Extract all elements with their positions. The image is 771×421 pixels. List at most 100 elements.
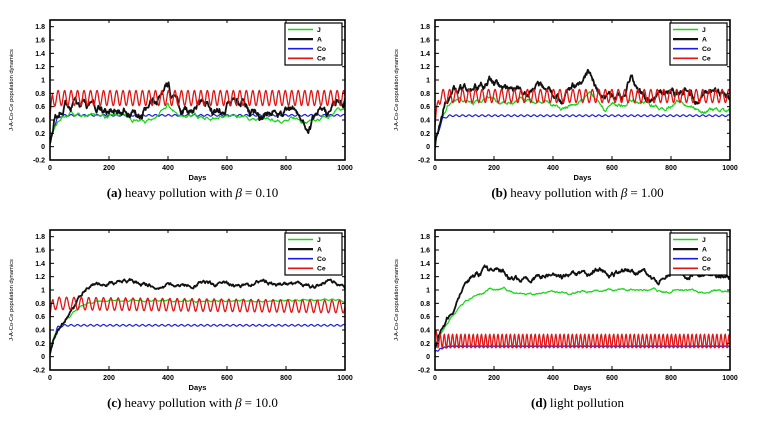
svg-text:800: 800 <box>280 165 292 172</box>
caption-index: (b) <box>491 185 508 200</box>
svg-text:1: 1 <box>41 288 45 295</box>
svg-text:1000: 1000 <box>337 165 353 172</box>
svg-text:-0.2: -0.2 <box>33 158 45 165</box>
svg-text:600: 600 <box>606 375 618 382</box>
svg-text:400: 400 <box>162 165 174 172</box>
svg-text:0: 0 <box>426 354 430 361</box>
caption-index: (c) <box>107 395 122 410</box>
svg-text:0.2: 0.2 <box>420 341 430 348</box>
caption-text: heavy pollution with <box>124 395 233 410</box>
svg-text:200: 200 <box>488 165 500 172</box>
svg-text:1.2: 1.2 <box>35 274 45 281</box>
svg-text:600: 600 <box>221 165 233 172</box>
caption-text: heavy pollution with <box>124 185 233 200</box>
subplot-a-caption: (a) heavy pollution with β = 0.10 <box>0 185 385 200</box>
svg-text:1: 1 <box>426 78 430 85</box>
svg-text:0.4: 0.4 <box>35 328 45 335</box>
svg-text:Days: Days <box>574 383 592 392</box>
svg-text:1.8: 1.8 <box>35 24 45 31</box>
svg-text:0.6: 0.6 <box>35 104 45 111</box>
svg-text:-0.2: -0.2 <box>418 158 430 165</box>
svg-text:1: 1 <box>41 78 45 85</box>
svg-text:J: J <box>702 27 706 34</box>
svg-text:1.2: 1.2 <box>420 64 430 71</box>
subplot-a: 0 200 400 600 800 1000 -0.2 0 0.2 0.4 0.6 0.8 1 1.2 1.… <box>0 0 385 210</box>
caption-beta-symbol: β <box>620 185 628 200</box>
caption-index: (d) <box>531 395 547 410</box>
svg-text:0.4: 0.4 <box>420 328 430 335</box>
caption-beta-symbol: β <box>235 395 242 410</box>
svg-text:0.6: 0.6 <box>420 314 430 321</box>
svg-text:0: 0 <box>426 144 430 151</box>
chart-b-canvas: 0 200 400 600 800 1000-0.200.20.40.60.811.21.… <box>385 0 770 184</box>
svg-text:0: 0 <box>433 165 437 172</box>
svg-text:1000: 1000 <box>337 375 353 382</box>
svg-text:A: A <box>702 37 707 44</box>
svg-text:400: 400 <box>547 165 559 172</box>
svg-text:-0.2: -0.2 <box>33 368 45 375</box>
svg-text:0: 0 <box>41 144 45 151</box>
svg-text:600: 600 <box>221 375 233 382</box>
subplot-d-caption: (d) light pollution <box>385 395 770 410</box>
svg-text:Co: Co <box>702 46 711 53</box>
subplot-d: 0 200 400 600 800 1000 -0.2 0 0.2 0.4 0.6 0.8 1 1.2 1.… <box>385 210 771 421</box>
svg-text:1.6: 1.6 <box>35 38 45 45</box>
svg-text:-0.2: -0.2 <box>418 368 430 375</box>
svg-text:J: J <box>317 27 321 34</box>
svg-text:0: 0 <box>41 354 45 361</box>
svg-text:A: A <box>317 37 322 44</box>
svg-text:J-A-Co-Ce population dynamics: J-A-Co-Ce population dynamics <box>394 49 400 131</box>
svg-text:Ce: Ce <box>317 56 326 63</box>
svg-text:400: 400 <box>162 375 174 382</box>
svg-text:1.8: 1.8 <box>420 234 430 241</box>
chart-c-canvas: 0 200 400 600 800 1000-0.200.20.40.60.811.21.… <box>0 210 385 394</box>
svg-text:J-A-Co-Ce population dynamics: J-A-Co-Ce population dynamics <box>9 49 15 131</box>
svg-text:0: 0 <box>433 375 437 382</box>
svg-text:1.8: 1.8 <box>420 24 430 31</box>
svg-text:Ce: Ce <box>702 266 711 273</box>
svg-text:1.4: 1.4 <box>420 51 430 58</box>
svg-text:200: 200 <box>488 375 500 382</box>
svg-text:0.6: 0.6 <box>35 314 45 321</box>
svg-text:0.4: 0.4 <box>35 118 45 125</box>
svg-text:800: 800 <box>665 375 677 382</box>
chart-a-canvas: 0 200 400 600 800 1000-0.200.20.40.60.811.21.… <box>0 0 385 184</box>
svg-text:800: 800 <box>280 375 292 382</box>
caption-text: heavy pollution with <box>510 185 618 200</box>
svg-text:1.4: 1.4 <box>35 51 45 58</box>
caption-beta-value: = 0.10 <box>244 185 279 200</box>
svg-text:1.2: 1.2 <box>35 64 45 71</box>
svg-text:Co: Co <box>317 256 326 263</box>
svg-text:1.4: 1.4 <box>35 261 45 268</box>
svg-text:0: 0 <box>48 375 52 382</box>
svg-text:1000: 1000 <box>722 165 738 172</box>
svg-text:1.6: 1.6 <box>35 248 45 255</box>
svg-text:1.4: 1.4 <box>420 261 430 268</box>
svg-text:400: 400 <box>547 375 559 382</box>
svg-text:800: 800 <box>665 165 677 172</box>
svg-text:1.6: 1.6 <box>420 248 430 255</box>
svg-text:600: 600 <box>606 165 618 172</box>
svg-text:1: 1 <box>426 288 430 295</box>
chart-d-canvas: 0 200 400 600 800 1000-0.200.20.40.60.811.21.… <box>385 210 770 394</box>
svg-text:Co: Co <box>702 256 711 263</box>
caption-beta-symbol: β <box>235 185 242 200</box>
svg-text:1000: 1000 <box>722 375 738 382</box>
svg-text:1.2: 1.2 <box>420 274 430 281</box>
svg-text:0.6: 0.6 <box>420 104 430 111</box>
svg-text:J-A-Co-Ce population dynamics: J-A-Co-Ce population dynamics <box>394 259 400 341</box>
svg-text:200: 200 <box>103 375 115 382</box>
svg-text:J-A-Co-Ce population dynamics: J-A-Co-Ce population dynamics <box>9 259 15 341</box>
caption-text: light pollution <box>549 395 624 410</box>
svg-text:A: A <box>317 247 322 254</box>
svg-text:Days: Days <box>189 173 207 182</box>
svg-text:0.2: 0.2 <box>420 131 430 138</box>
svg-text:0.2: 0.2 <box>35 131 45 138</box>
caption-index: (a) <box>106 185 122 200</box>
svg-text:Co: Co <box>317 46 326 53</box>
subplot-b: 0 200 400 600 800 1000 -0.2 0 0.2 0.4 0.6 0.8 1 1.2 1.… <box>385 0 771 210</box>
svg-text:0: 0 <box>48 165 52 172</box>
caption-beta-value: = 10.0 <box>244 395 278 410</box>
svg-text:Ce: Ce <box>702 56 711 63</box>
